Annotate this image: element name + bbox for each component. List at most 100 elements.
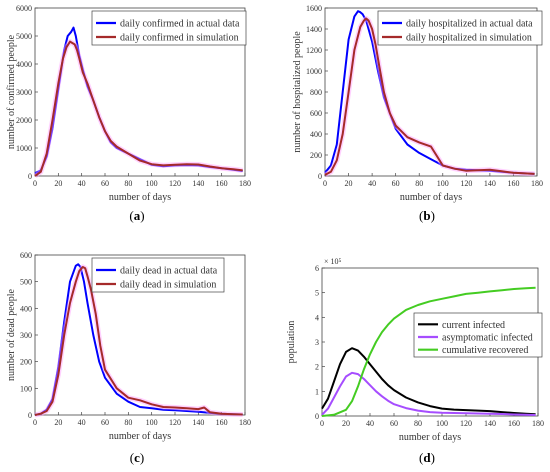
series-line-2 [324, 17, 535, 176]
x-tick-label: 180 [532, 419, 544, 428]
legend-label: daily confirmed in actual data [120, 19, 240, 30]
y-tick-label: 4000 [16, 60, 32, 69]
y-tick-label: 6 [315, 264, 319, 273]
y-tick-label: 500 [20, 278, 32, 287]
legend-label: asymptomatic infected [442, 333, 533, 344]
y-tick-label: 1200 [306, 46, 322, 55]
x-tick-label: 120 [169, 418, 181, 427]
y-tick-label: 1400 [306, 25, 322, 34]
y-axis-label: population [286, 321, 297, 364]
y-tick-label: 3 [315, 338, 319, 347]
y-tick-label: 2 [315, 363, 319, 372]
chart-panel-c: 0 20 40 60 80 100 120 140 160 180 0 100 200 300 400 500… [6, 251, 251, 465]
legend: daily dead in actual data daily dead in s… [91, 257, 225, 293]
y-tick-label: 6000 [16, 4, 32, 13]
y-tick-label: 5000 [16, 32, 32, 41]
x-tick-label: 40 [78, 418, 86, 427]
y-tick-label: 600 [310, 109, 322, 118]
x-tick-label: 0 [33, 179, 37, 188]
y-tick-label: 5 [315, 289, 319, 298]
x-tick-label: 0 [323, 179, 327, 188]
legend-label: daily confirmed in simulation [120, 33, 239, 44]
x-tick-label: 100 [437, 179, 449, 188]
y-tick-label: 1 [315, 387, 319, 396]
x-tick-label: 60 [390, 419, 398, 428]
x-tick-label: 40 [78, 179, 86, 188]
legend: daily confirmed in actual data daily conf… [91, 10, 247, 46]
x-tick-label: 20 [342, 419, 350, 428]
y-axis-label: number of confirmed people [6, 34, 17, 149]
series-line-1 [321, 347, 536, 416]
x-tick-label: 100 [146, 418, 158, 427]
y-tick-label: 400 [310, 130, 322, 139]
x-tick-label: 80 [415, 179, 423, 188]
x-tick-label: 60 [101, 179, 109, 188]
y-tick-label: 400 [20, 304, 32, 313]
x-tick-label: 20 [54, 418, 62, 427]
x-tick-label: 180 [531, 179, 543, 188]
panel-caption: (a) [129, 208, 144, 223]
x-tick-label: 120 [460, 419, 472, 428]
y-tick-label: 1600 [306, 4, 322, 13]
legend: daily hospitalized in actual data daily h… [377, 10, 543, 46]
chart-panel-b: 0 20 40 60 80 100 120 140 160 180 0 200 400 600 800 100… [292, 4, 543, 223]
x-tick-label: 160 [216, 179, 228, 188]
y-tick-label: 4 [315, 313, 319, 322]
x-tick-label: 40 [366, 419, 374, 428]
simulation-band [33, 39, 243, 179]
y-tick-label: 0 [315, 412, 319, 421]
y-tick-label: 200 [20, 358, 32, 367]
x-tick-label: 160 [216, 418, 228, 427]
legend: current infected asymptomatic infectedcum… [413, 312, 543, 358]
y-axis-label: number of hospitalized people [292, 31, 303, 153]
x-tick-label: 160 [507, 179, 519, 188]
x-tick-label: 60 [392, 179, 400, 188]
x-tick-label: 140 [192, 179, 204, 188]
y-tick-label: 100 [20, 384, 32, 393]
y-tick-label: 600 [20, 251, 32, 260]
x-tick-label: 160 [508, 419, 520, 428]
y-axis-label: number of dead people [6, 288, 17, 380]
x-axis-label: number of days [400, 192, 462, 203]
x-axis-label: number of days [109, 431, 171, 442]
series-line-2 [34, 266, 243, 416]
x-tick-label: 80 [124, 179, 132, 188]
x-tick-label: 40 [368, 179, 376, 188]
legend-label: daily hospitalized in actual data [406, 19, 533, 30]
y-tick-label: 1000 [16, 144, 32, 153]
legend-label: current infected [442, 320, 505, 331]
legend-box [377, 10, 543, 46]
legend-label: daily dead in actual data [120, 266, 218, 277]
y-tick-label: 0 [318, 172, 322, 181]
x-tick-label: 0 [33, 418, 37, 427]
y-tick-label: 800 [310, 88, 322, 97]
x-tick-label: 180 [239, 418, 251, 427]
x-tick-label: 140 [192, 418, 204, 427]
x-tick-label: 80 [414, 419, 422, 428]
x-tick-label: 140 [484, 179, 496, 188]
panel-caption: (b) [419, 208, 435, 223]
legend-box [91, 257, 225, 293]
y-tick-label: 300 [20, 331, 32, 340]
panel-caption: (c) [130, 450, 144, 465]
x-tick-label: 20 [54, 179, 62, 188]
x-tick-label: 120 [169, 179, 181, 188]
x-tick-label: 100 [436, 419, 448, 428]
series-line-2 [34, 40, 243, 177]
legend-label: daily hospitalized in simulation [406, 33, 532, 44]
x-tick-label: 120 [460, 179, 472, 188]
chart-panel-a: 0 20 40 60 80 100 120 140 160 180 0 1000 2000 3000 400… [6, 4, 251, 223]
series-line-1 [34, 263, 243, 416]
y-tick-label: 1000 [306, 67, 322, 76]
legend-label: daily dead in simulation [120, 280, 216, 291]
legend-label: cumulative recovered [442, 345, 528, 356]
panel-caption: (d) [419, 450, 435, 465]
y-tick-label: 200 [310, 151, 322, 160]
y-tick-label: 0 [28, 411, 32, 420]
x-tick-label: 0 [320, 419, 324, 428]
chart-panel-d: 0 20 40 60 80 100 120 140 160 180 0 1 2 3 4 5 6 × 10⁵ numb… [286, 257, 544, 465]
x-tick-label: 20 [345, 179, 353, 188]
x-tick-label: 100 [146, 179, 158, 188]
x-tick-label: 180 [239, 179, 251, 188]
